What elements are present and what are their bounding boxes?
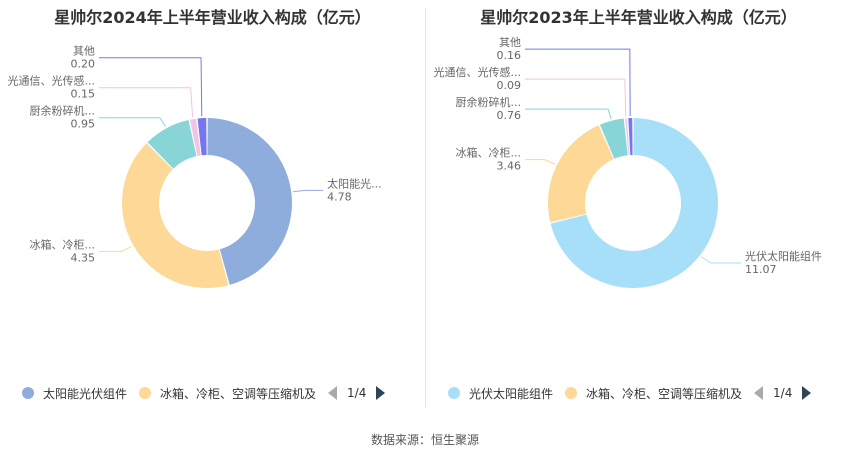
slice-3[interactable]	[147, 120, 197, 169]
slice-3[interactable]	[599, 118, 628, 159]
label-leader-line	[99, 117, 166, 127]
legend-page-number: 1/4	[773, 386, 793, 400]
legend-item-2[interactable]: 冰箱、冷柜、空调等压缩机及	[139, 385, 316, 402]
chart-title-2023: 星帅尔2023年上半年营业收入构成（亿元）	[480, 8, 797, 27]
legend-2024: 太阳能光伏组件 冰箱、冷柜、空调等压缩机及 1/4	[22, 383, 422, 403]
legend-item-1[interactable]: 光伏太阳能组件	[448, 385, 553, 402]
slice-4[interactable]	[189, 118, 201, 156]
chart-panel-2023: 星帅尔2023年上半年营业收入构成（亿元） 其他 0.16 光通信、光传感... 0.…	[426, 0, 850, 415]
slice-value-3: 0.95	[71, 118, 96, 131]
slice-label-1: 太阳能光...	[327, 176, 382, 190]
legend-prev-icon[interactable]	[754, 386, 764, 400]
slice-label-3: 厨余粉碎机...	[30, 104, 96, 118]
slice-value-1: 4.78	[327, 190, 352, 203]
slice-value-2: 3.46	[497, 160, 522, 173]
slice-label-3: 厨余粉碎机...	[456, 95, 522, 109]
label-leader-line	[99, 57, 203, 117]
chart-title-2024: 星帅尔2024年上半年营业收入构成（亿元）	[54, 8, 371, 27]
legend-page-number: 1/4	[347, 386, 367, 400]
slice-value-5: 0.16	[497, 49, 522, 62]
legend-item-2[interactable]: 冰箱、冷柜、空调等压缩机及	[565, 385, 742, 402]
legend-pager: 1/4	[328, 386, 386, 400]
slice-1[interactable]	[550, 118, 718, 288]
slice-label-1: 光伏太阳能组件	[745, 249, 822, 263]
slice-4[interactable]	[625, 118, 630, 156]
panel-divider	[425, 8, 426, 408]
legend-marker-1	[448, 387, 460, 399]
label-leader-line	[525, 159, 556, 165]
label-leader-line	[99, 87, 194, 118]
slice-2[interactable]	[548, 125, 614, 223]
data-source-note: 数据来源：恒生聚源	[370, 433, 479, 447]
slice-value-3: 0.76	[497, 109, 522, 122]
slice-value-2: 4.35	[71, 251, 96, 264]
legend-prev-icon[interactable]	[328, 386, 338, 400]
slice-label-4: 光通信、光传感...	[8, 74, 96, 88]
donut-chart-2023: 其他0.16 光通信、光传感...0.09 厨余粉碎机...0.76 冰箱、冷柜...…	[434, 36, 822, 288]
legend-marker-1	[22, 387, 34, 399]
label-leader-line	[525, 108, 612, 119]
slice-value-1: 11.07	[745, 263, 777, 276]
legend-next-icon[interactable]	[376, 386, 386, 400]
slice-label-5: 其他	[73, 45, 95, 58]
label-leader-line	[293, 189, 324, 193]
donut-chart-2024: 其他0.20 光通信、光传感...0.15 厨余粉碎机...0.95 冰箱、冷柜...…	[8, 45, 382, 288]
slice-label-2: 冰箱、冷柜...	[456, 146, 522, 160]
label-leader-line	[525, 78, 627, 117]
slice-label-5: 其他	[499, 36, 521, 49]
legend-next-icon[interactable]	[802, 386, 812, 400]
slice-label-2: 冰箱、冷柜...	[30, 237, 96, 251]
legend-marker-2	[139, 387, 152, 399]
slice-value-4: 0.15	[71, 88, 96, 101]
legend-label-2: 冰箱、冷柜、空调等压缩机及	[586, 386, 743, 401]
slice-value-5: 0.20	[71, 58, 96, 71]
legend-2023: 光伏太阳能组件 冰箱、冷柜、空调等压缩机及 1/4	[448, 383, 848, 403]
legend-label-2: 冰箱、冷柜、空调等压缩机及	[160, 386, 317, 401]
label-leader-line	[701, 256, 741, 264]
slice-label-4: 光通信、光传感...	[434, 65, 522, 79]
legend-label-1: 光伏太阳能组件	[469, 386, 554, 401]
slice-5[interactable]	[628, 118, 633, 156]
slice-2[interactable]	[121, 143, 229, 288]
legend-pager: 1/4	[754, 386, 812, 400]
slice-5[interactable]	[197, 118, 207, 156]
slice-value-4: 0.09	[497, 79, 522, 92]
legend-label-1: 太阳能光伏组件	[43, 386, 128, 401]
legend-item-1[interactable]: 太阳能光伏组件	[22, 385, 127, 402]
legend-marker-2	[565, 387, 578, 399]
label-leader-line	[525, 48, 631, 117]
slice-1[interactable]	[207, 118, 293, 285]
chart-panel-2024: 星帅尔2024年上半年营业收入构成（亿元） 其他 0.20 光通信、光传感... 0.…	[0, 0, 425, 415]
label-leader-line	[99, 245, 132, 252]
